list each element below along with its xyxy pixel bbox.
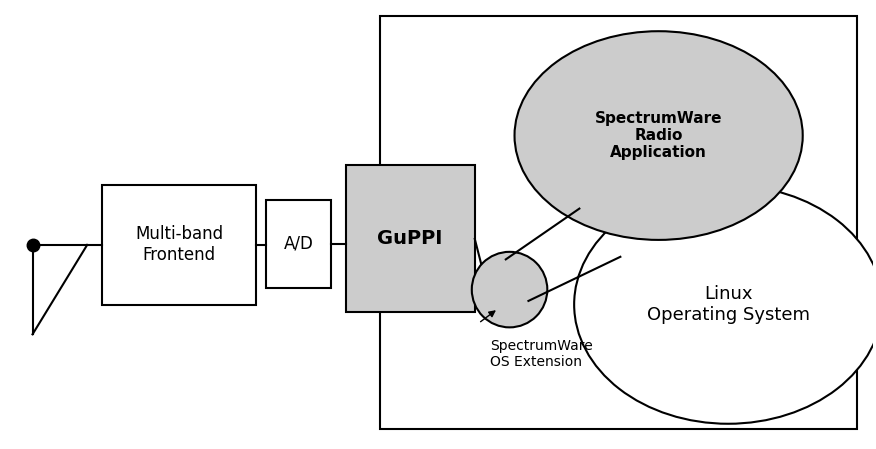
Text: Linux
Operating System: Linux Operating System <box>646 285 809 324</box>
Text: Multi-band
Frontend: Multi-band Frontend <box>135 225 223 264</box>
Text: SpectrumWare
Radio
Application: SpectrumWare Radio Application <box>595 110 723 160</box>
Ellipse shape <box>514 31 802 240</box>
Bar <box>266 200 330 288</box>
Text: A/D: A/D <box>284 235 314 253</box>
Ellipse shape <box>574 185 876 424</box>
Bar <box>380 16 858 429</box>
Text: SpectrumWare
OS Extension: SpectrumWare OS Extension <box>490 339 592 370</box>
Ellipse shape <box>472 252 548 327</box>
Text: GuPPI: GuPPI <box>378 229 443 248</box>
Bar <box>345 165 475 313</box>
Bar <box>102 185 256 304</box>
